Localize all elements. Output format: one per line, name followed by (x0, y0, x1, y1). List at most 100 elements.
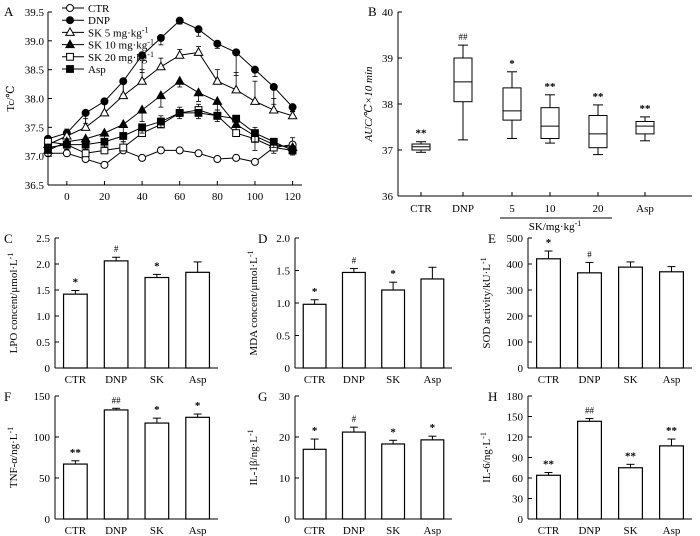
significance-label: * (390, 426, 396, 438)
data-point (100, 146, 109, 155)
significance-label: ## (585, 406, 595, 416)
bar (659, 271, 684, 369)
y-tick-label: 30 (512, 494, 524, 506)
y-tick-label: 37 (382, 145, 394, 157)
significance-label: ** (543, 459, 555, 471)
x-tick-label: CTR (410, 203, 432, 215)
data-point (156, 117, 165, 126)
y-axis-title: MDA concent/μmol·L-1 (246, 250, 261, 355)
significance-label: * (390, 268, 396, 280)
y-tick-label: 2.0 (276, 233, 290, 245)
bar (420, 278, 445, 369)
data-point (193, 87, 204, 97)
data-point (251, 129, 259, 137)
y-tick-label: 1.0 (276, 298, 290, 310)
bar-SK: * (381, 426, 406, 520)
significance-label: ## (459, 32, 469, 42)
data-point (174, 49, 185, 59)
y-tick-label: 0 (45, 514, 51, 526)
legend-marker (66, 16, 74, 25)
data-point (213, 111, 222, 120)
y-tick-label: 2.0 (36, 259, 50, 271)
bar-Asp (185, 261, 211, 369)
y-tick-label: 0 (518, 363, 524, 375)
bar-Asp (659, 266, 684, 369)
y-tick-label: 39.5 (25, 7, 45, 19)
data-point (99, 127, 110, 137)
significance-label: ** (625, 450, 637, 462)
y-tick-label: 1.0 (36, 311, 50, 323)
bar (302, 303, 327, 369)
box (588, 115, 608, 149)
data-point (138, 153, 147, 162)
y-tick-label: 30 (279, 391, 291, 403)
significance-label: # (352, 414, 357, 424)
bar-SK: * (381, 268, 406, 369)
y-tick-label: 0.5 (276, 331, 290, 343)
bar-Asp: ** (659, 425, 684, 520)
data-point (119, 132, 128, 140)
y-axis-title: SOD activity/kU·L-1 (479, 257, 494, 348)
significance-label: ** (640, 103, 652, 115)
bar-CTR: * (62, 277, 88, 369)
x-tick-label: 0 (64, 191, 70, 203)
x-tick-label: SK (150, 374, 164, 386)
bar (618, 266, 643, 369)
data-point (213, 39, 222, 48)
panel-c-bar-chart: C 0 0.5 1.0 1.5 2.0 2.5 LPO concent/μmol·L-1 * CT… (4, 231, 218, 386)
bar-CTR: * (302, 425, 327, 520)
legend-marker (66, 52, 74, 61)
x-tick-label: 60 (174, 191, 186, 203)
x-tick-label: Asp (663, 525, 681, 536)
box (453, 57, 473, 103)
bar (659, 445, 684, 520)
bar (577, 420, 602, 520)
significance-label: ** (593, 91, 605, 103)
x-tick-label: 80 (212, 191, 224, 203)
significance-label: * (312, 286, 318, 298)
legend-marker (66, 65, 74, 73)
panel-label: C (4, 231, 13, 246)
data-point (138, 123, 146, 132)
y-tick-label: 120 (507, 432, 524, 444)
data-point (156, 146, 165, 155)
bar (381, 443, 406, 520)
x-tick-label: SK (150, 525, 164, 536)
y-tick-label: 90 (512, 453, 524, 465)
bar (103, 409, 129, 520)
legend-marker (66, 4, 74, 12)
legend-marker (64, 39, 76, 49)
bar-Asp: * (420, 422, 445, 520)
x-tick-label: Asp (189, 525, 207, 536)
data-point (232, 129, 241, 137)
bar-CTR: ** (62, 447, 88, 520)
y-tick-label: 150 (34, 391, 51, 403)
y-tick-label: 38.5 (25, 65, 45, 77)
x-tick-label: 20 (593, 203, 605, 215)
data-point (119, 143, 128, 152)
data-point (193, 46, 204, 56)
bar-SK: ** (618, 450, 643, 520)
y-tick-label: 1.5 (36, 285, 50, 297)
x-tick-label: Asp (636, 203, 654, 215)
significance-label: ** (70, 447, 82, 459)
bar (420, 439, 445, 520)
x-tick-label: 5 (509, 203, 515, 215)
y-tick-label: 0 (285, 514, 291, 526)
y-tick-label: 10 (279, 473, 291, 485)
x-tick-label: DNP (452, 203, 474, 215)
panel-f-bar-chart: F 0 50 100 150 TNF-α/ng·L-1 ** CTR ## DNP * SK * Asp (4, 389, 218, 536)
box (502, 87, 522, 121)
data-point (81, 140, 90, 149)
data-point (156, 33, 165, 42)
y-axis-title: TNF-α/ng·L-1 (6, 427, 21, 488)
data-point (44, 143, 52, 152)
data-point (138, 51, 147, 60)
bar-DNP: # (341, 256, 366, 369)
bar-CTR: * (302, 286, 327, 369)
panel-label: F (4, 389, 11, 404)
data-point (287, 110, 298, 120)
data-point (231, 84, 242, 94)
panel-label: A (4, 4, 14, 19)
